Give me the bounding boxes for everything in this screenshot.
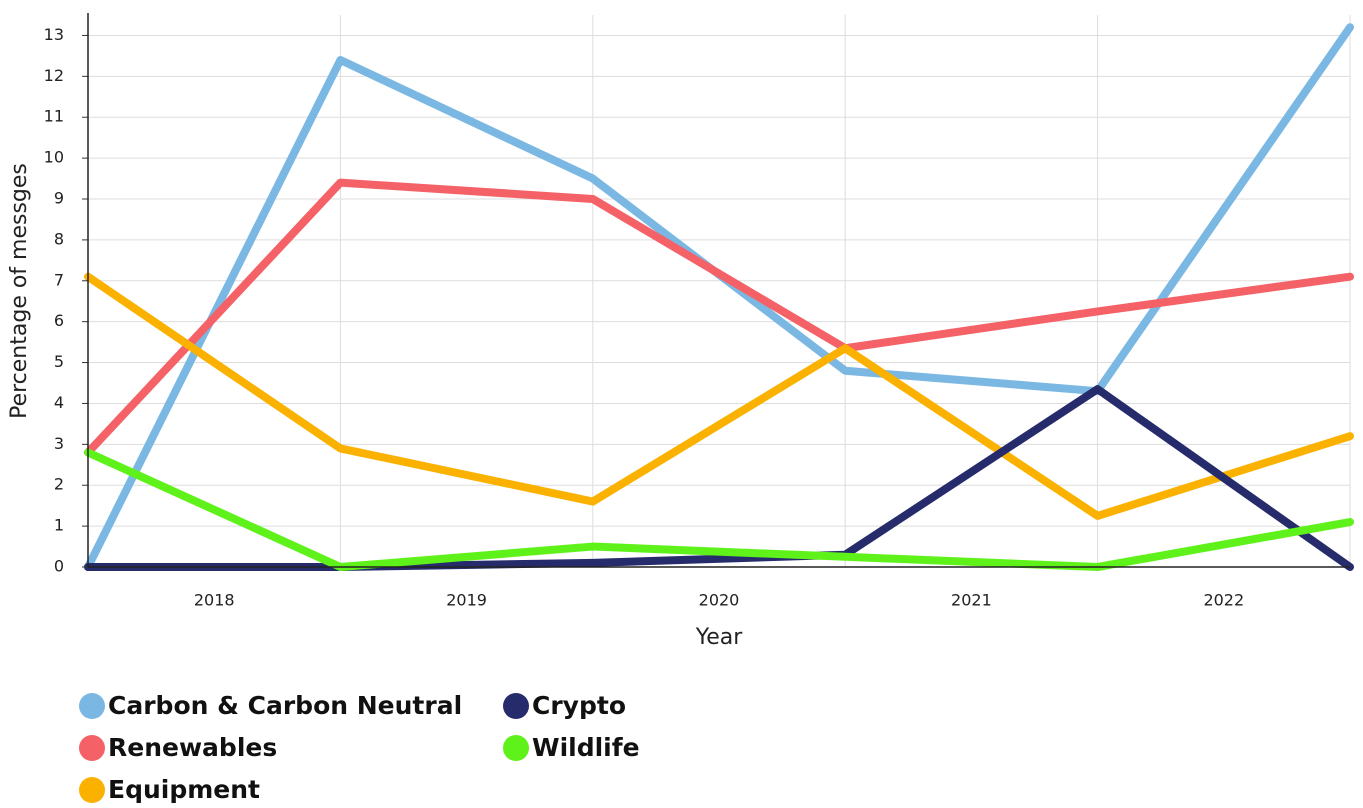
y-tick-label: 9: [54, 189, 64, 208]
series-line: [84, 448, 1354, 571]
y-tick-label: 1: [54, 516, 64, 535]
y-tick-label: 7: [54, 270, 64, 289]
legend-marker: [79, 777, 105, 803]
legend-label: Carbon & Carbon Neutral: [108, 691, 462, 720]
x-axis-title: Year: [695, 625, 744, 650]
legend-label: Renewables: [108, 733, 277, 762]
legend-label: Wildlife: [532, 733, 640, 762]
y-tick-label: 13: [44, 25, 64, 44]
legend-label: Equipment: [108, 775, 260, 804]
legend-marker: [79, 693, 105, 719]
series-line: [84, 272, 1354, 520]
series-line: [84, 178, 1354, 457]
y-tick-label: 11: [44, 107, 64, 126]
legend-marker: [79, 735, 105, 761]
legend-marker: [503, 693, 529, 719]
y-tick-label: 10: [44, 148, 64, 167]
legend-label: Crypto: [532, 691, 626, 720]
y-tick-label: 4: [54, 393, 64, 412]
x-tick-label: 2021: [951, 591, 992, 610]
y-tick-label: 2: [54, 475, 64, 494]
x-tick-label: 2019: [446, 591, 487, 610]
y-axis-title: Percentage of messges: [7, 163, 32, 419]
y-tick-label: 12: [44, 66, 64, 85]
x-tick-label: 2018: [194, 591, 235, 610]
x-tick-label: 2022: [1203, 591, 1244, 610]
y-tick-label: 5: [54, 352, 64, 371]
x-tick-label: 2020: [699, 591, 740, 610]
y-tick-label: 8: [54, 229, 64, 248]
lines: [84, 23, 1354, 571]
y-tick-label: 0: [54, 557, 64, 576]
legend: Carbon & Carbon Neutral Renewables Equipme…: [79, 691, 640, 804]
y-tick-label: 6: [54, 311, 64, 330]
series-line: [84, 23, 1354, 571]
legend-marker: [503, 735, 529, 761]
y-tick-label: 3: [54, 434, 64, 453]
grid: [87, 15, 1351, 568]
